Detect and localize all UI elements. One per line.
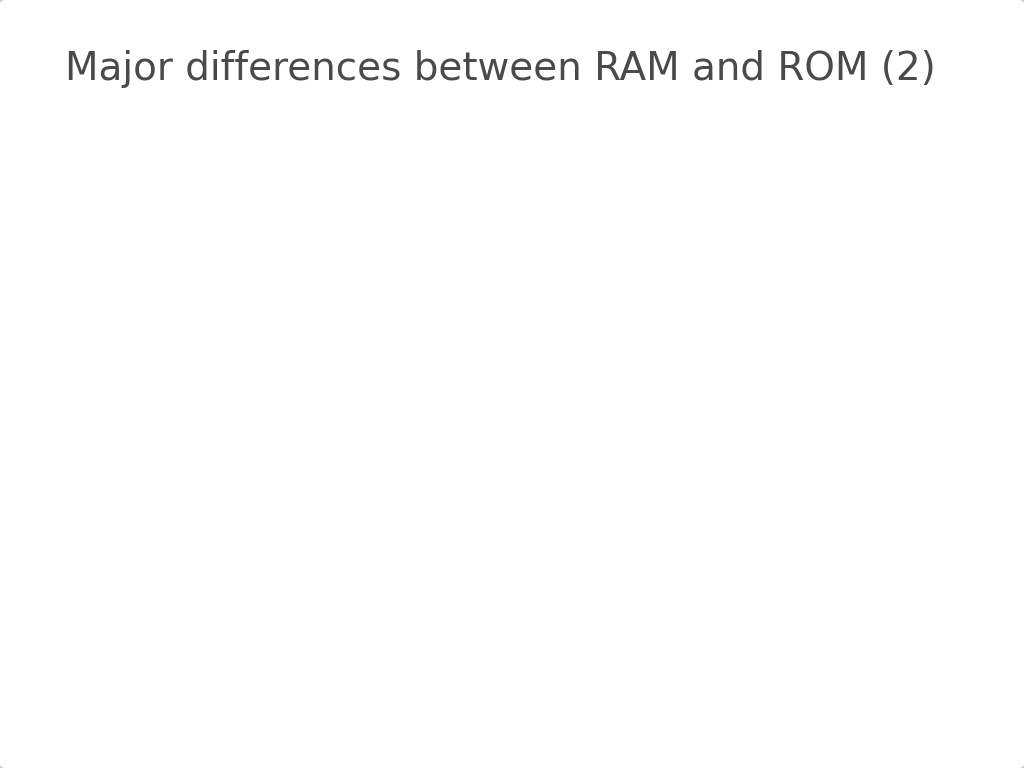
Text: Speed is slower in comparison with RAM,

ROM cannot boost up the processor speed: Speed is slower in comparison with RAM, … — [609, 309, 950, 372]
Text: Electricity is needed in RAM to flow to

preserving information: Electricity is needed in RAM to flow to … — [212, 594, 515, 659]
Text: Storage: Storage — [75, 217, 152, 235]
Text: RAM memory is only used to store the

temporary information.: RAM memory is only used to store the tem… — [212, 217, 518, 282]
Bar — [65, 581, 995, 739]
Text: Uses: Uses — [75, 439, 122, 457]
Bar — [65, 425, 995, 581]
Text: Major differences between RAM and ROM (2): Major differences between RAM and ROM (2… — [65, 50, 935, 88]
Text: ROM: ROM — [609, 160, 654, 178]
Text: stores the program required to initially boot

the computer. It only allows read: stores the program required to initially… — [609, 439, 962, 504]
Bar — [65, 134, 995, 204]
Text: the accessing speed of RAM is faster, it

assist the processor to boost up the

: the accessing speed of RAM is faster, it… — [212, 309, 527, 422]
Text: Options: Options — [75, 160, 151, 178]
Text: Speed: Speed — [75, 309, 136, 326]
Text: RAM: RAM — [212, 160, 256, 178]
Text: allows the computer to read data quickly

to run applications. It allows reading: allows the computer to read data quickly… — [212, 439, 542, 553]
Text: Data

preserving: Data preserving — [75, 594, 181, 671]
Text: Electricity is not needed in ROM to flow to

preserving information: Electricity is not needed in ROM to flow… — [609, 594, 946, 659]
Bar — [65, 295, 995, 425]
Text: ROM memory is used to store permanent

information and cannot be deleted.: ROM memory is used to store permanent in… — [609, 217, 941, 282]
Bar — [65, 204, 995, 295]
